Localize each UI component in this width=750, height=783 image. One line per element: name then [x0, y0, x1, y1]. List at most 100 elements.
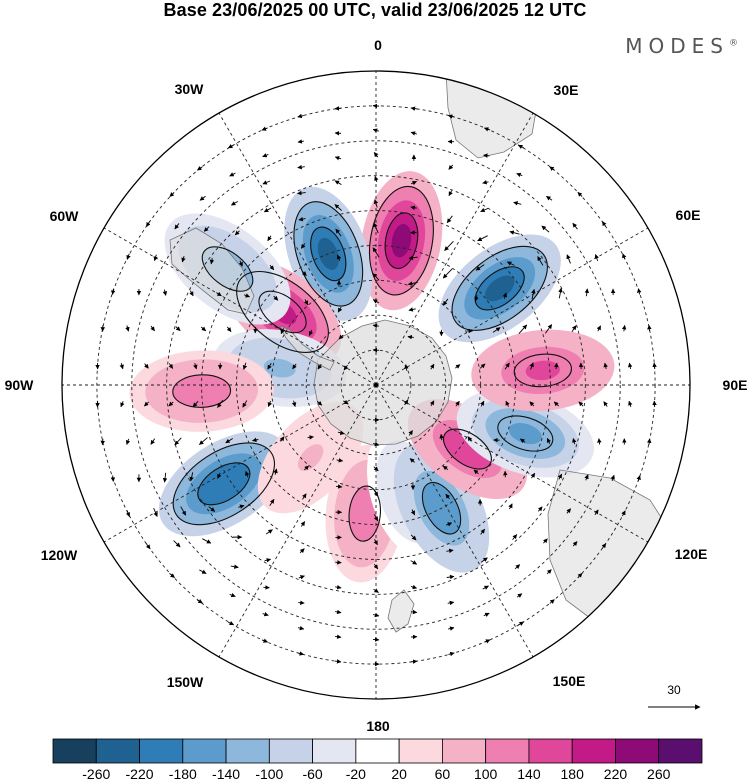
- wind-arrow: [578, 401, 584, 407]
- lon-label-0: 0: [374, 37, 382, 53]
- wind-arrow: [407, 281, 418, 286]
- wind-arrow: [169, 192, 175, 197]
- wind-arrow: [302, 493, 307, 500]
- wind-arrow: [408, 430, 413, 436]
- wind-arrow: [442, 298, 449, 306]
- wind-arrow: [597, 438, 602, 445]
- wind-arrow: [125, 325, 130, 332]
- wind-arrow: [572, 541, 578, 547]
- wind-arrow: [334, 156, 342, 161]
- wind-arrow: [480, 207, 489, 213]
- wind-arrow: [145, 221, 151, 227]
- wind-arrow: [448, 190, 453, 197]
- wind-arrow: [517, 144, 524, 150]
- wind-arrow: [267, 235, 272, 242]
- lon-label-150e: 150E: [553, 673, 586, 689]
- wind-arrow: [373, 563, 379, 570]
- colorbar-swatch: [615, 738, 660, 764]
- modes-logo: MODES®: [625, 34, 738, 58]
- wind-arrow: [308, 329, 314, 336]
- wind-arrow: [410, 131, 417, 136]
- wind-arrow: [455, 400, 460, 407]
- wind-arrow: [636, 288, 642, 295]
- wind-arrow: [373, 441, 380, 447]
- colorbar-tick-label: -140: [212, 766, 240, 782]
- wind-arrow: [273, 468, 278, 475]
- wind-arrow: [262, 612, 269, 617]
- colorbar-swatch: [485, 738, 530, 764]
- colorbar-swatch: [225, 738, 270, 764]
- wind-arrow: [627, 362, 633, 369]
- wind-arrow: [374, 175, 379, 183]
- wind-arrow: [577, 572, 583, 579]
- wind-arrow: [410, 106, 418, 111]
- wind-arrow: [153, 254, 158, 262]
- wind-arrow: [531, 288, 536, 300]
- wind-arrow: [199, 437, 208, 445]
- wind-arrow: [162, 289, 168, 296]
- wind-arrow: [566, 254, 571, 264]
- wind-arrow: [300, 243, 306, 249]
- wind-arrow: [372, 299, 380, 304]
- wind-arrow: [448, 626, 455, 631]
- wind-arrow: [541, 225, 550, 233]
- colorbar-tick-label: -100: [255, 766, 283, 782]
- wind-arrow: [646, 438, 652, 445]
- wind-arrow: [372, 323, 380, 329]
- wind-arrow: [297, 139, 304, 144]
- wind-arrow: [549, 166, 555, 171]
- wind-arrow: [242, 362, 248, 370]
- wind-arrow: [343, 364, 349, 371]
- wind-arrow: [193, 363, 198, 370]
- anomaly-cell: [485, 275, 515, 302]
- wind-arrow: [208, 506, 216, 512]
- lon-label-60w: 60W: [50, 208, 80, 224]
- wind-arrow: [410, 560, 418, 565]
- wind-arrow: [150, 438, 156, 445]
- wind-arrow: [572, 222, 578, 230]
- wind-arrow: [279, 436, 285, 442]
- new-zealand: [387, 589, 415, 633]
- meridian-line: [218, 384, 377, 658]
- wind-arrow: [373, 152, 379, 158]
- colorbar-tick-label: 220: [604, 766, 628, 782]
- wind-arrow: [481, 557, 488, 563]
- wind-arrow: [518, 324, 528, 335]
- wind-arrow: [557, 473, 563, 480]
- wind-arrow: [429, 363, 435, 370]
- wind-arrow: [509, 230, 520, 235]
- wind-arrow: [473, 469, 479, 475]
- latitude-circle: [166, 175, 586, 595]
- wind-arrow: [162, 472, 168, 483]
- wind-arrow: [267, 400, 272, 408]
- wind-arrow: [336, 254, 342, 261]
- wind-arrow: [297, 625, 305, 631]
- anomaly-cell: [263, 358, 296, 378]
- wind-arrow: [343, 399, 349, 405]
- contour-line: [172, 374, 232, 408]
- wind-arrow: [512, 534, 518, 541]
- wind-arrow: [168, 401, 174, 407]
- wind-arrow: [446, 548, 454, 554]
- wind-arrow: [480, 400, 485, 407]
- wind-arrow: [299, 548, 305, 554]
- wind-arrow: [125, 438, 131, 445]
- wind-arrow: [269, 498, 275, 507]
- wind-arrow: [373, 466, 379, 472]
- wind-arrow: [652, 362, 657, 369]
- lon-label-120e: 120E: [675, 546, 708, 562]
- wind-arrow: [261, 638, 269, 643]
- wind-arrow: [291, 400, 297, 407]
- wind-arrow: [301, 270, 307, 276]
- colorbar-tick-label: -20: [346, 766, 366, 782]
- wind-arrow: [584, 474, 589, 481]
- wind-arrow: [226, 326, 232, 333]
- colorbar-swatch: [95, 738, 140, 764]
- wind-arrow: [373, 514, 379, 522]
- colorbar-tick-label: -220: [126, 766, 154, 782]
- wind-arrow: [373, 489, 379, 497]
- wind-arrow: [337, 430, 345, 435]
- wind-arrow: [467, 436, 473, 442]
- wind-arrow: [230, 564, 239, 569]
- wind-arrow: [337, 306, 343, 313]
